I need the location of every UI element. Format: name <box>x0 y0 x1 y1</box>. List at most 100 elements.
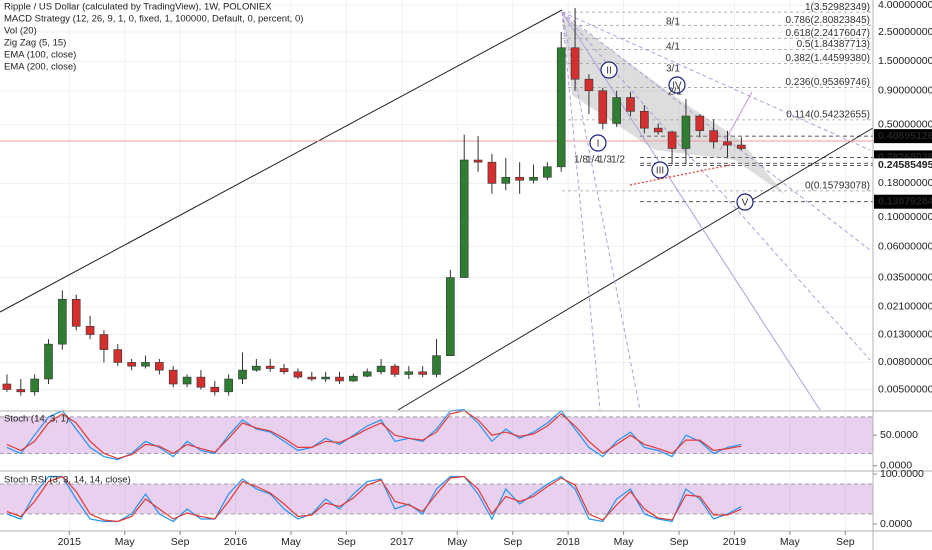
candle-body <box>543 166 552 178</box>
fan-label: 1/2 <box>611 155 625 166</box>
y-tick-label: 2.50000000 <box>878 26 932 38</box>
pane-title: Stoch (14, 3, 1) <box>4 414 69 425</box>
candle-body <box>349 375 358 382</box>
wave-label: II <box>606 66 612 77</box>
y-tick-label: 0.18000000 <box>878 177 932 189</box>
fan-line <box>561 11 871 251</box>
candle-body <box>2 383 12 390</box>
candle-body <box>501 176 511 184</box>
y-tick-label: 0.02100000 <box>878 301 932 313</box>
wave-label: IV <box>672 81 682 92</box>
fan-line <box>561 11 871 151</box>
fib-label: 0.786(2.80823845) <box>785 15 870 26</box>
candle-body <box>667 131 677 149</box>
candle-body <box>446 277 455 356</box>
indicator-label: Zig Zag (5, 15) <box>4 38 66 49</box>
candle-body <box>376 365 386 373</box>
candle-body <box>556 47 566 168</box>
wave-circle <box>668 76 686 94</box>
y-tick-label: 0.00800000 <box>878 356 932 368</box>
wave-circle <box>736 193 754 211</box>
x-tick-label: 2019 <box>723 536 747 548</box>
x-tick-label: May <box>281 536 302 548</box>
y-tick-label: 0.50000000 <box>878 118 932 130</box>
candle-body <box>168 369 178 385</box>
indicator-label: MACD Strategy (12, 26, 9, 1, 0, fixed, 1… <box>4 14 303 25</box>
candle-body <box>681 115 691 149</box>
indicator-line <box>6 410 742 460</box>
candle-body <box>16 389 26 393</box>
band <box>0 416 873 454</box>
fan-label: 3/1 <box>666 64 680 75</box>
y-tick-label: 0.90000000 <box>878 85 932 97</box>
fan-line <box>561 11 601 411</box>
x-tick-label: 2015 <box>58 536 82 548</box>
candle-body <box>432 355 441 375</box>
fan-label: 1/8 <box>574 155 588 166</box>
candle-body <box>182 376 192 385</box>
x-tick-label: Sep <box>670 536 689 548</box>
candle-body <box>141 362 150 367</box>
fan-line <box>561 11 821 411</box>
candle-body <box>196 376 206 388</box>
candle-body <box>307 376 317 380</box>
candle-body <box>335 376 344 382</box>
candle-body <box>30 378 39 393</box>
price-marker <box>874 158 932 173</box>
candle-body <box>515 176 524 181</box>
y-tick-label: 1.50000000 <box>878 55 932 67</box>
candle-body <box>210 386 220 393</box>
candle-body <box>695 115 705 131</box>
labels: Ripple / US Dollar (calculated by Tradin… <box>4 0 932 548</box>
y-tick-label: 0.00500000 <box>878 383 932 395</box>
price-marker-label: 0.24585495 <box>878 159 932 171</box>
candle-body <box>113 349 123 363</box>
candle-body <box>640 110 649 129</box>
price-marker-label: 0.40895126 <box>878 130 932 142</box>
candle-body <box>155 362 164 371</box>
x-tick-label: May <box>614 536 635 548</box>
candle-body <box>570 47 580 80</box>
x-tick-label: May <box>780 536 801 548</box>
trend-line <box>397 127 874 411</box>
x-tick-label: Sep <box>836 536 855 548</box>
wave-label: V <box>742 198 749 209</box>
candle-body <box>626 97 635 112</box>
candle-body <box>44 343 53 380</box>
fib-label: 0.5(1.84387713) <box>797 39 870 50</box>
candle-body <box>238 369 247 380</box>
candle-body <box>598 90 608 124</box>
candle-body <box>279 368 289 373</box>
x-tick-label: 2018 <box>556 536 580 548</box>
candle-body <box>404 371 414 375</box>
indicator-label: Vol (20) <box>4 26 37 37</box>
candle-body <box>653 127 663 133</box>
trend-line <box>0 9 563 313</box>
y-tick-label: 0.0000 <box>880 518 912 530</box>
y-tick-label: 50.0000 <box>880 429 918 441</box>
wave-circle <box>589 134 607 152</box>
x-tick-label: May <box>447 536 468 548</box>
wave-circle <box>600 61 618 79</box>
indicator-line <box>6 408 742 461</box>
x-tick-label: Sep <box>171 536 190 548</box>
y-tick-label: 100.0000 <box>880 468 924 480</box>
candle-body <box>723 141 732 146</box>
x-tick-label: 2016 <box>224 536 248 548</box>
wave-circle <box>651 161 669 179</box>
candle-body <box>487 161 497 184</box>
candle-body <box>85 325 95 335</box>
candle-body <box>224 378 233 393</box>
indicator-line <box>6 475 742 523</box>
y-tick-label: 0.0000 <box>880 460 912 472</box>
candle-body <box>418 371 427 375</box>
candle-body <box>71 298 81 327</box>
candle-body <box>293 371 303 378</box>
fib-label: 1(3.52982349) <box>805 2 870 13</box>
candle-body <box>127 362 136 367</box>
candle-body <box>265 365 275 369</box>
y-tick-label: 0.03500000 <box>878 271 932 283</box>
wave-label: I <box>597 139 600 150</box>
price-marker <box>874 129 932 144</box>
